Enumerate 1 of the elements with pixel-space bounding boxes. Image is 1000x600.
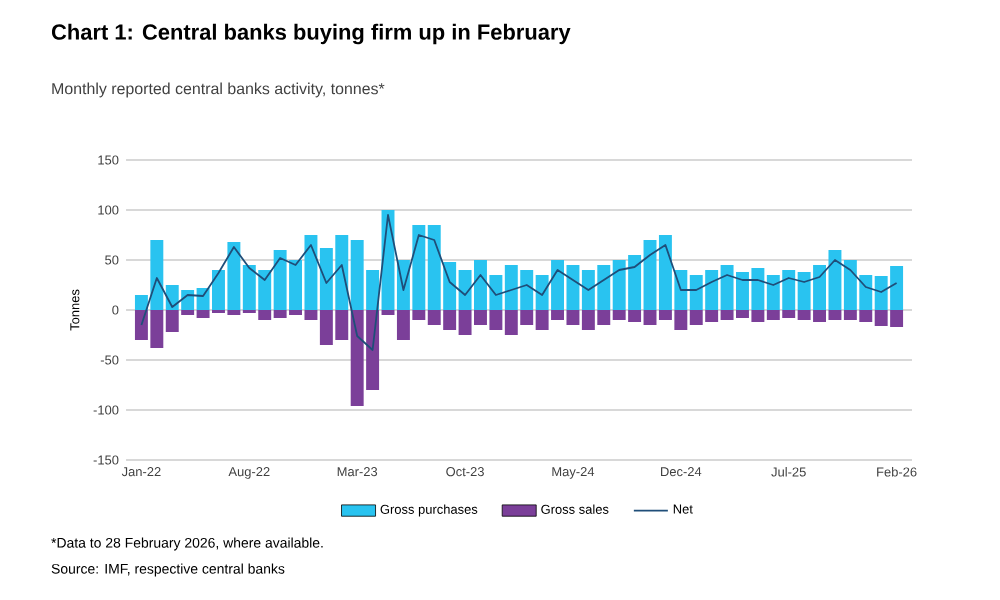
chart-title: Chart 1: Central banks buying firm up in February <box>51 23 571 45</box>
